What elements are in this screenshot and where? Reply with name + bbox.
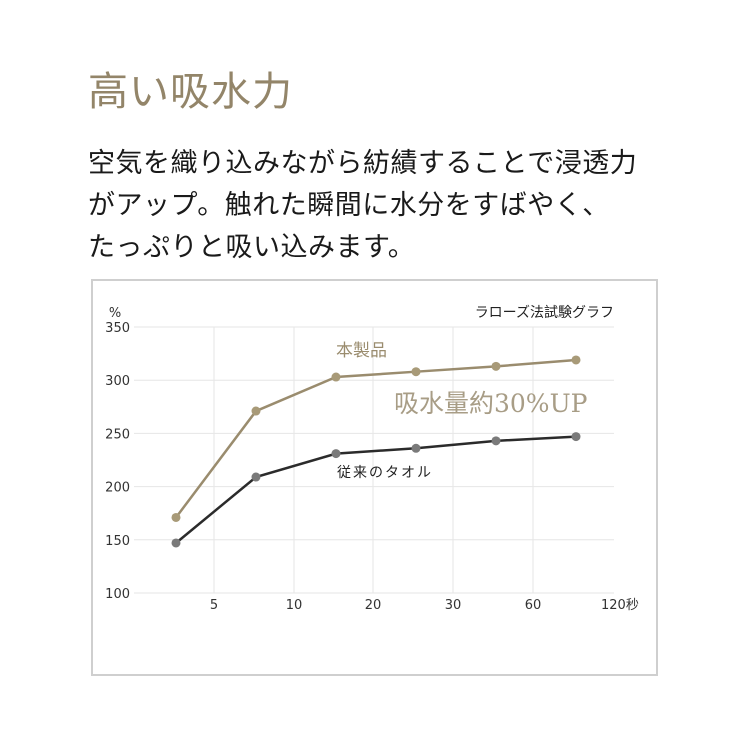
- x-axis-labels: 5 10 20 30 60 120秒: [210, 598, 639, 613]
- x-tick-label: 5: [210, 598, 218, 613]
- description: 空気を織り込みながら紡績することで浸透力 がアップ。触れた瞬間に水分をすばやく、…: [88, 143, 637, 269]
- data-point: [411, 367, 421, 377]
- data-point: [171, 538, 181, 548]
- y-tick-label: 100: [105, 587, 130, 602]
- y-axis-labels: 350 300 250 200 150 100: [105, 321, 130, 602]
- data-point: [491, 361, 501, 371]
- x-tick-label: 60: [525, 598, 542, 613]
- data-point: [331, 449, 341, 459]
- data-point: [251, 472, 261, 482]
- data-point: [571, 432, 581, 442]
- improvement-annotation: 吸水量約30%UP: [394, 389, 587, 418]
- data-point: [331, 372, 341, 382]
- data-point: [171, 512, 181, 522]
- y-tick-label: 350: [105, 321, 130, 336]
- x-tick-label: 20: [365, 598, 382, 613]
- product-label: 本製品: [336, 341, 387, 361]
- y-tick-label: 250: [105, 427, 130, 442]
- x-tick-label: 120秒: [601, 598, 639, 613]
- data-point: [571, 355, 581, 365]
- page-title: 高い吸水力: [88, 69, 293, 115]
- x-tick-label: 30: [445, 598, 462, 613]
- series-line: [175, 435, 577, 544]
- data-point: [491, 436, 501, 446]
- y-axis-unit: %: [109, 306, 121, 321]
- y-tick-label: 150: [105, 534, 130, 549]
- chart-title: ラローズ法試験グラフ: [475, 305, 614, 321]
- grid-lines: [134, 326, 614, 594]
- series-conventional: [171, 432, 581, 548]
- chart-frame: [91, 279, 658, 676]
- x-tick-label: 10: [286, 598, 303, 613]
- data-point: [411, 443, 421, 453]
- y-tick-label: 300: [105, 374, 130, 389]
- conventional-label: 従来のタオル: [337, 465, 433, 481]
- description-line-1: 空気を織り込みながら紡績することで浸透力: [88, 148, 638, 179]
- description-line-2: がアップ。触れた瞬間に水分をすばやく、: [88, 190, 610, 221]
- series-line: [175, 358, 577, 519]
- data-point: [251, 406, 261, 416]
- description-line-3: たっぷりと吸い込みます。: [88, 232, 416, 263]
- series-product: [171, 355, 581, 522]
- y-tick-label: 200: [105, 481, 130, 496]
